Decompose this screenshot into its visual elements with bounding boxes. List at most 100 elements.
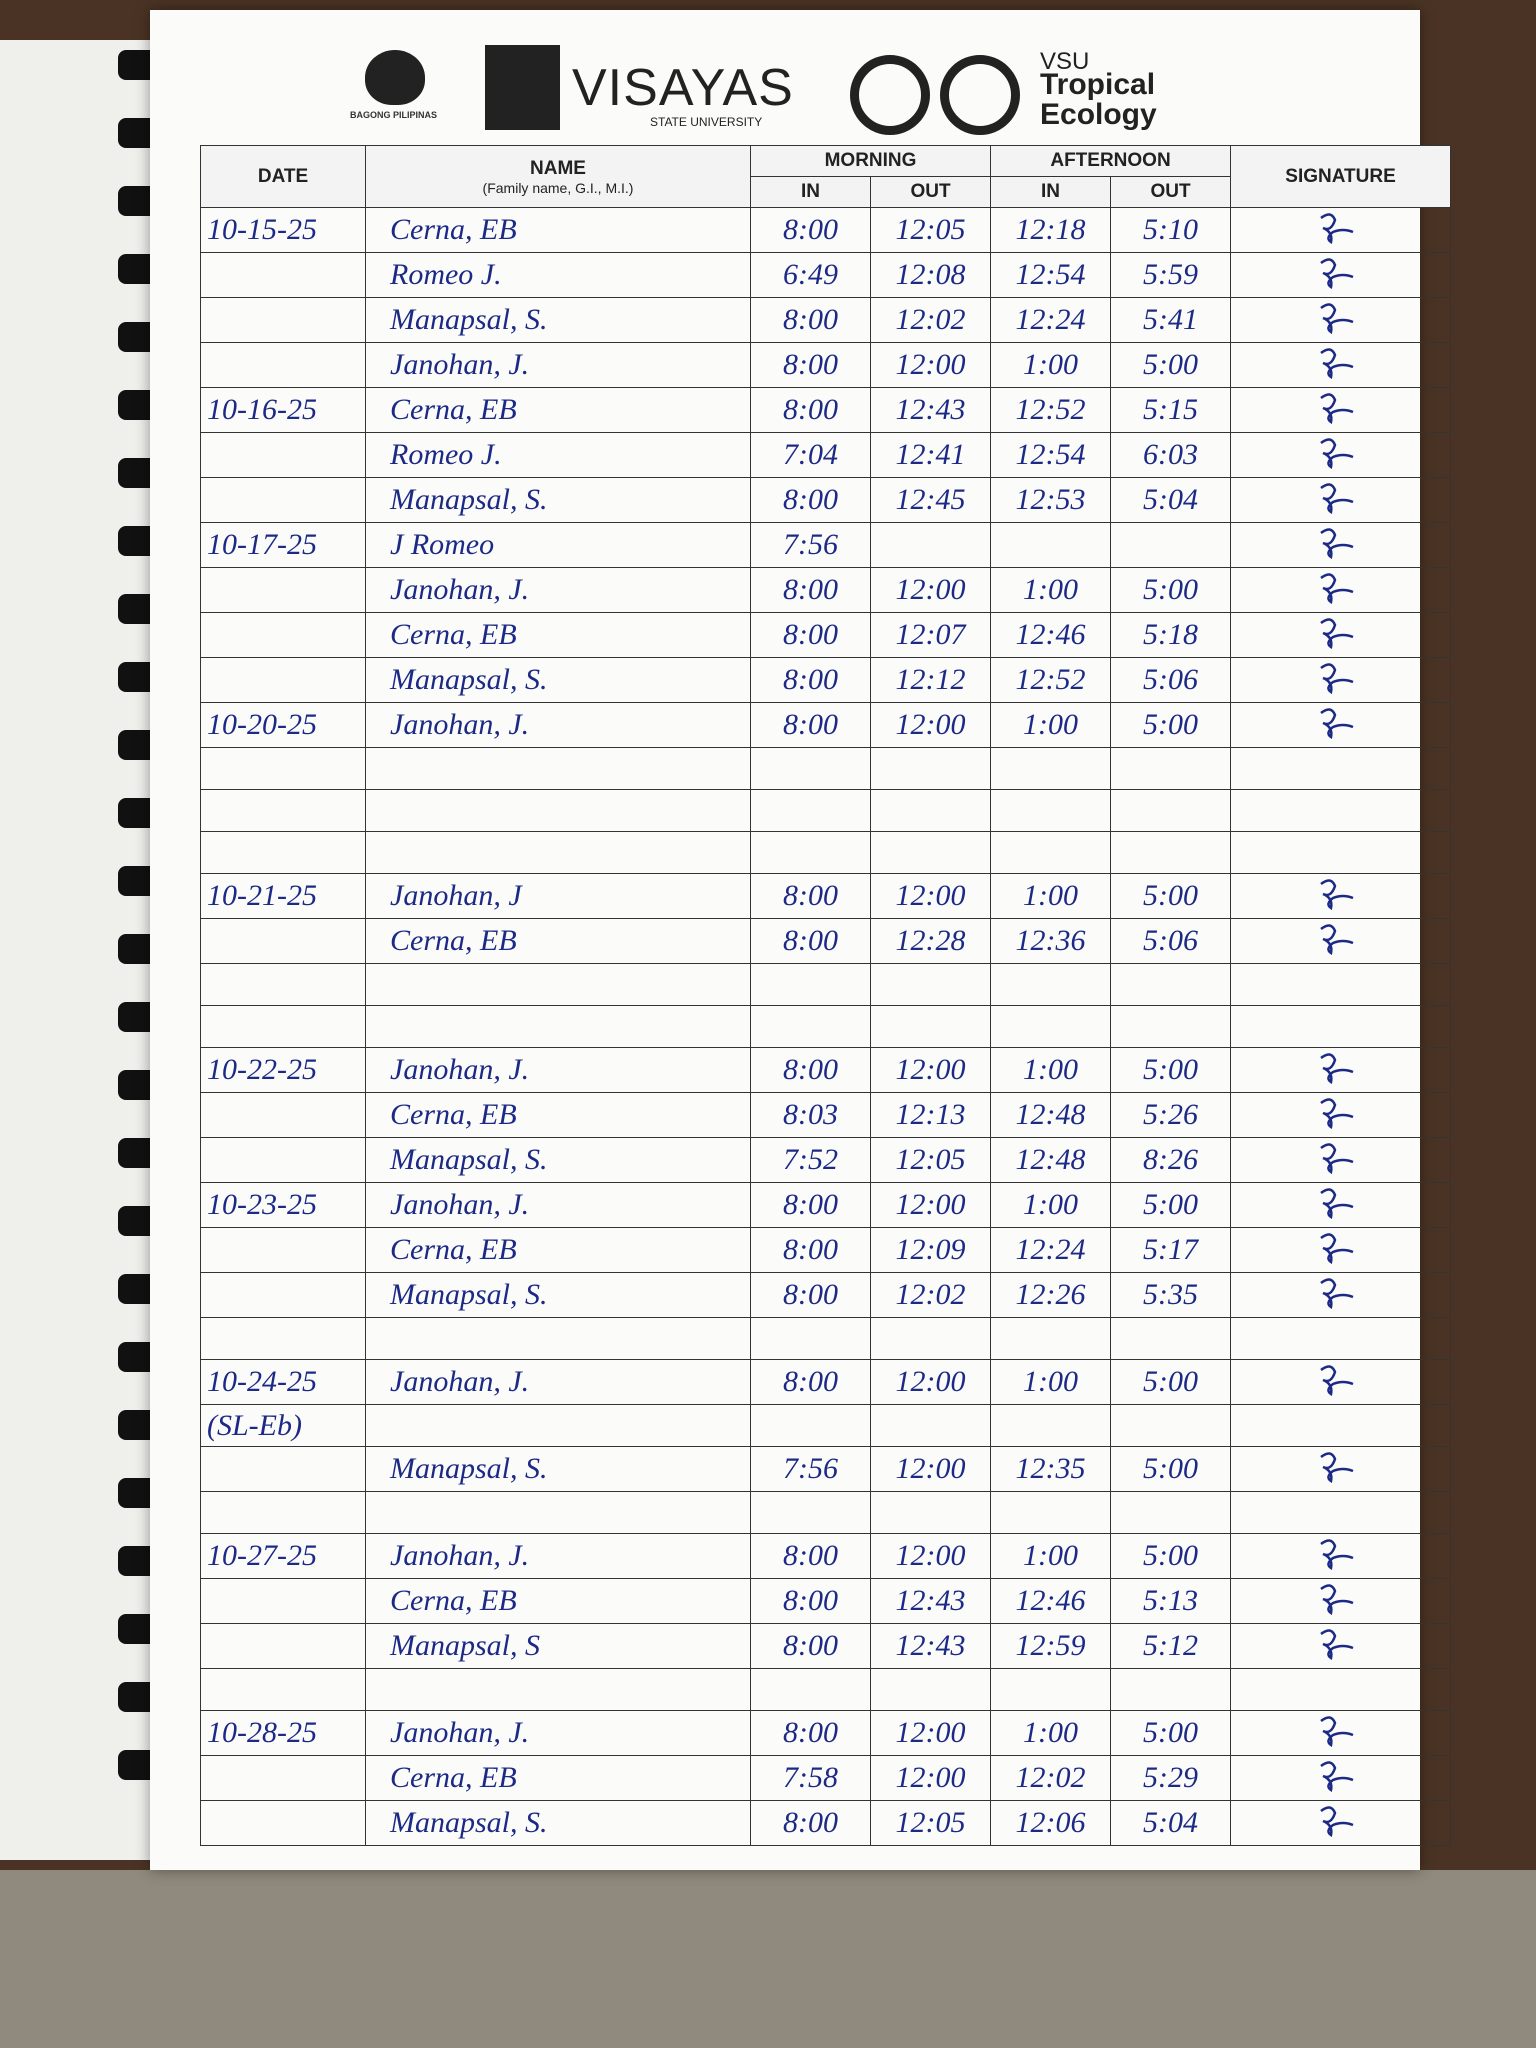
name [365,1668,751,1711]
row: Manapsal, S. 7:56 12:00 12:35 5:00 [200,1446,1452,1492]
signature-scribble [1319,483,1353,515]
am-in: 8:00 [750,1710,871,1756]
pm-in: 12:46 [990,1578,1112,1624]
date [200,1317,366,1360]
name: Janohan, J. [365,1533,751,1579]
signature-stroke [1319,573,1353,605]
pm-out: 5:15 [1110,387,1232,433]
pm-out: 5:12 [1110,1623,1232,1669]
date [200,747,366,790]
date [200,831,366,874]
signature-scribble [1319,1233,1353,1265]
date [200,1578,366,1624]
date [200,1272,366,1318]
name: Cerna, EB [365,387,751,433]
header-afternoon: AFTERNOON [990,145,1232,177]
am-out [869,1404,992,1447]
pm-in: 12:24 [990,297,1112,343]
am-out [869,963,992,1006]
am-out: 12:08 [869,252,992,298]
header-in: IN [990,176,1112,208]
pm-in: 1:00 [990,702,1112,748]
name: Romeo J. [365,432,751,478]
signature [1230,1491,1452,1534]
row: Cerna, EB 8:00 12:43 12:46 5:13 [200,1578,1452,1624]
signature-stroke [1319,1053,1353,1085]
am-out [869,1005,992,1048]
signature [1230,387,1452,433]
pm-out: 5:00 [1110,1047,1232,1093]
signature [1230,1092,1452,1138]
name: Janohan, J. [365,1182,751,1228]
signature [1230,1317,1452,1360]
name [365,747,751,790]
signature [1230,1668,1452,1711]
am-out: 12:43 [869,387,992,433]
am-out: 12:00 [869,567,992,613]
am-out [869,1668,992,1711]
pm-out [1110,1317,1232,1360]
row [200,1491,1452,1534]
signature-scribble [1319,348,1353,380]
header-morning: MORNING [749,145,992,177]
signature [1230,1272,1452,1318]
signature [1230,567,1452,613]
signature [1230,477,1452,523]
row: Cerna, EB 8:00 12:07 12:46 5:18 [200,612,1452,658]
name: Janohan, J. [365,702,751,748]
pm-out [1110,831,1232,874]
am-in: 8:00 [750,1272,871,1318]
row [200,789,1452,832]
name: Cerna, EB [365,1092,751,1138]
pm-in: 12:52 [990,657,1112,703]
pm-out: 5:00 [1110,342,1232,388]
am-out: 12:41 [869,432,992,478]
pm-out: 5:04 [1110,477,1232,523]
date [200,1755,366,1801]
pm-out: 6:03 [1110,432,1232,478]
header-signature: SIGNATURE [1230,145,1452,208]
row: Manapsal, S. 8:00 12:05 12:06 5:04 [200,1800,1452,1846]
am-in [750,789,871,832]
row: 10-23-25 Janohan, J. 8:00 12:00 1:00 5:00 [200,1182,1452,1228]
signature [1230,522,1452,568]
signature-scribble [1319,1188,1353,1220]
am-in: 8:00 [750,1578,871,1624]
am-in: 7:56 [750,522,871,568]
am-out [869,522,992,568]
signature [1230,789,1452,832]
date [200,1227,366,1273]
signature-stroke [1319,393,1353,425]
row: 10-20-25 Janohan, J. 8:00 12:00 1:00 5:00 [200,702,1452,748]
row: Cerna, EB 8:00 12:09 12:24 5:17 [200,1227,1452,1273]
am-out: 12:07 [869,612,992,658]
unit-name-1: Tropical [1040,68,1156,101]
pm-out: 5:00 [1110,1710,1232,1756]
am-in: 8:00 [750,918,871,964]
am-in: 8:00 [750,1623,871,1669]
signature [1230,432,1452,478]
pm-out [1110,522,1232,568]
header-date: DATE [200,145,366,208]
signature-scribble [1319,393,1353,425]
am-in: 8:00 [750,297,871,343]
signature-scribble [1319,1053,1353,1085]
row [200,1005,1452,1048]
pm-out [1110,747,1232,790]
am-in: 8:00 [750,1800,871,1846]
date: 10-28-25 [200,1710,366,1756]
date [200,1092,366,1138]
pm-in: 1:00 [990,1359,1112,1405]
am-out: 12:05 [869,207,992,253]
am-in: 8:00 [750,1533,871,1579]
name: Manapsal, S [365,1623,751,1669]
pm-out [1110,1491,1232,1534]
am-out: 12:28 [869,918,992,964]
am-out [869,831,992,874]
pm-out: 5:26 [1110,1092,1232,1138]
row [200,831,1452,874]
am-out: 12:00 [869,873,992,919]
university: VISAYAS [572,59,794,117]
signature [1230,747,1452,790]
signature-scribble [1319,258,1353,290]
